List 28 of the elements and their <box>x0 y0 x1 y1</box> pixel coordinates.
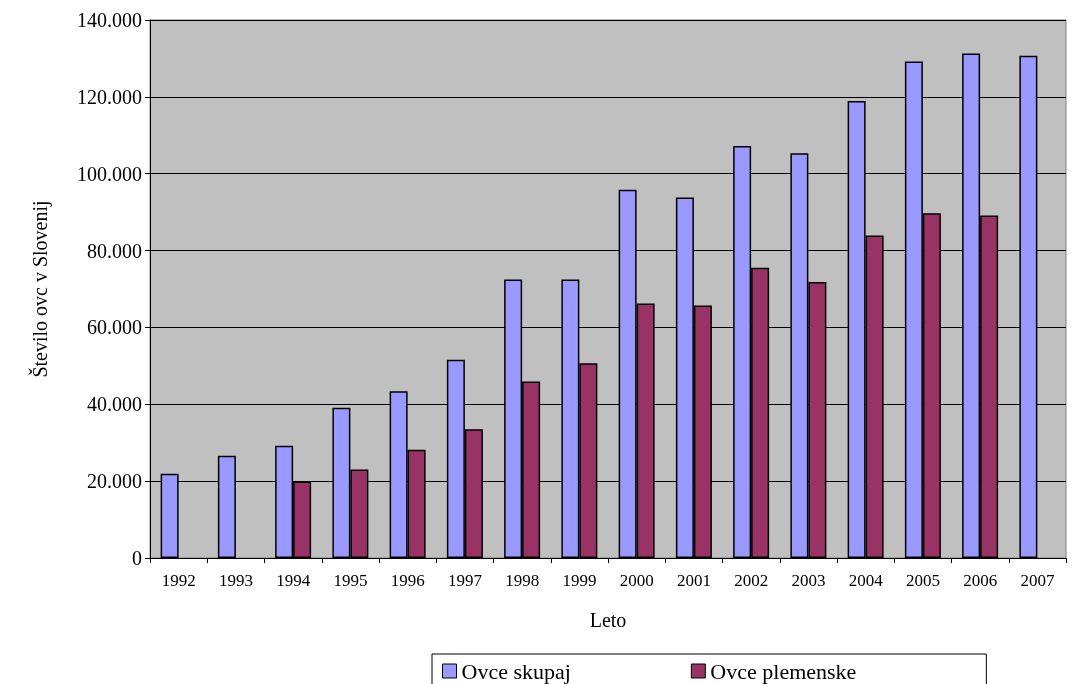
x-tick-label: 2004 <box>848 571 884 590</box>
x-tick-label: 1996 <box>390 571 425 590</box>
x-tick-label: 1995 <box>333 571 368 590</box>
y-tick-label: 60.000 <box>87 316 142 339</box>
x-tick-label: 2001 <box>676 571 711 590</box>
x-tick-label: 1992 <box>161 571 196 590</box>
x-tick-label: 1997 <box>447 571 483 590</box>
x-tick-label: 2000 <box>619 571 654 590</box>
legend-label: Ovce plemenske <box>710 658 857 684</box>
y-tick-label: 40.000 <box>87 393 142 416</box>
legend-label: Ovce skupaj <box>461 658 571 684</box>
x-tick-label: 2002 <box>734 571 769 590</box>
x-tick-label: 2006 <box>963 571 998 590</box>
x-tick-label: 2003 <box>791 571 826 590</box>
x-tick-label: 1994 <box>276 571 311 590</box>
y-tick-label: 0 <box>132 547 142 569</box>
x-tick-label: 1999 <box>562 571 597 590</box>
x-tick-label: 2007 <box>1020 571 1055 590</box>
x-tick-label: 2005 <box>905 571 940 590</box>
y-tick-label: 80.000 <box>87 239 142 262</box>
y-tick-label: 20.000 <box>87 470 142 493</box>
x-axis-title: Leto <box>589 609 627 631</box>
y-tick-label: 140.000 <box>77 9 142 31</box>
y-tick-label: 100.000 <box>77 162 142 185</box>
x-tick-label: 1998 <box>505 571 540 590</box>
y-axis-title: Število ovc v Slovenij <box>28 200 52 378</box>
x-tick-label: 1993 <box>218 571 253 590</box>
y-tick-label: 120.000 <box>77 85 142 108</box>
